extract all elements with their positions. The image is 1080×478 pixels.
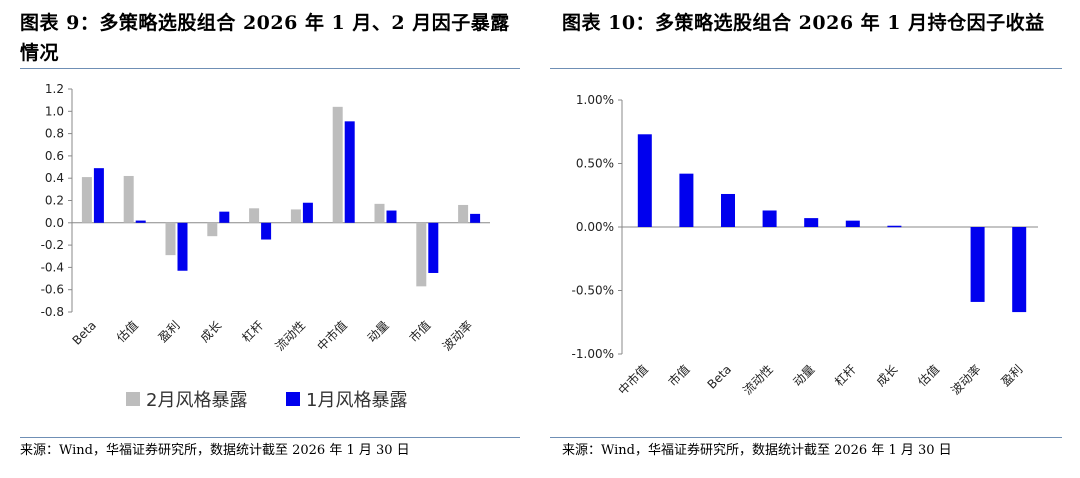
right-bar (679, 173, 694, 227)
left-bar-feb (249, 208, 260, 223)
left-legend-swatch (126, 392, 140, 406)
left-x-category-label: 盈利 (156, 318, 183, 345)
left-legend-label: 1月风格暴露 (306, 390, 407, 411)
left-bar-chart: 1.2 1.0 0.8 0.6 0.4 0.2 0.0 -0.2 -0.4 -0.6 -0.8 Bet… (41, 82, 490, 411)
right-source-rule (550, 437, 1062, 438)
left-bar-feb (416, 222, 427, 287)
right-x-category-label: 中市值 (615, 362, 651, 398)
right-x-category-label: 市值 (665, 362, 693, 390)
left-x-category-label: Beta (70, 318, 99, 347)
right-x-category-label: 动量 (790, 362, 817, 389)
left-y-tick-label: 0.6 (45, 149, 64, 163)
left-source-rule (20, 437, 520, 438)
left-bar-jan (135, 220, 146, 223)
right-bar (637, 134, 652, 227)
left-bar-jan (177, 222, 188, 271)
right-bar (1012, 227, 1027, 313)
left-legend-label: 2月风格暴露 (146, 390, 247, 411)
left-y-tick-label: -0.4 (41, 260, 64, 274)
left-y-tick-label: 1.0 (45, 104, 64, 118)
right-bar (845, 220, 860, 227)
left-y-tick-label: 0.2 (45, 194, 64, 208)
right-x-category-label: Beta (705, 362, 734, 391)
left-y-tick-label: -0.2 (41, 238, 64, 252)
left-x-category-label: 波动率 (439, 318, 475, 354)
right-bar (887, 225, 902, 228)
left-y-tick-label: 0.8 (45, 127, 64, 141)
left-legend-swatch (286, 392, 300, 406)
right-y-tick-label: 0.50% (576, 157, 614, 171)
right-bar (970, 227, 985, 302)
left-y-tick-label: -0.8 (41, 305, 64, 319)
right-x-category-label: 流动性 (740, 362, 775, 397)
right-y-tick-label: -1.00% (572, 347, 614, 361)
left-bar-feb (165, 222, 176, 256)
left-bar-jan (302, 202, 313, 223)
left-x-category-label: 流动性 (273, 318, 308, 353)
right-bar (721, 193, 735, 227)
left-bar-feb (458, 204, 469, 223)
left-bar-feb (81, 177, 92, 223)
right-x-category-label: 波动率 (948, 362, 984, 398)
right-x-category-label: 成长 (874, 362, 901, 389)
right-x-category-label: 盈利 (998, 362, 1025, 389)
right-y-tick-label: 1.00% (576, 93, 614, 107)
left-title-rule (20, 68, 520, 69)
left-bar-feb (374, 203, 385, 223)
left-bar-jan (93, 168, 104, 223)
right-bar (804, 218, 819, 227)
right-chart-panel: 图表 10：多策略选股组合 2026 年 1 月持仓因子收益 1.00% 0.50… (540, 0, 1080, 478)
left-x-category-label: 估值 (113, 318, 141, 346)
right-bar (762, 210, 777, 227)
right-y-tick-label: 0.00% (576, 220, 614, 234)
left-bar-feb (332, 106, 343, 223)
left-y-tick-label: 0.4 (45, 171, 64, 185)
left-bar-feb (290, 209, 301, 223)
left-y-tick-label: -0.6 (41, 283, 64, 297)
left-bar-jan (344, 121, 355, 223)
left-chart-panel: 图表 9：多策略选股组合 2026 年 1 月、2 月因子暴露情况 1.2 1.0… (20, 12, 520, 458)
right-bar-chart: 1.00% 0.50% 0.00% -0.50% -1.00%中市值 市值 Beta 流动性动… (572, 93, 1038, 398)
left-bar-jan (261, 222, 272, 240)
left-chart-title: 图表 9：多策略选股组合 2026 年 1 月、2 月因子暴露情况 (20, 12, 510, 64)
left-bar-feb (123, 175, 134, 223)
left-y-tick-label: 0.0 (45, 216, 64, 230)
right-x-category-label: 杠杆 (831, 362, 859, 390)
right-y-tick-label: -0.50% (572, 284, 614, 298)
left-bar-jan (470, 213, 481, 223)
left-x-category-label: 杠杆 (239, 318, 267, 346)
left-bar-jan (386, 210, 397, 223)
right-x-category-label: 估值 (915, 362, 943, 390)
left-x-category-label: 中市值 (314, 318, 350, 354)
left-bar-feb (207, 222, 218, 237)
left-chart-source: 来源：Wind，华福证券研究所，数据统计截至 2026 年 1 月 30 日 (20, 443, 410, 458)
right-title-rule (550, 68, 1062, 69)
left-x-category-label: 成长 (198, 318, 225, 345)
right-chart-title: 图表 10：多策略选股组合 2026 年 1 月持仓因子收益 (562, 12, 1045, 34)
left-x-category-label: 市值 (406, 318, 434, 346)
left-y-tick-label: 1.2 (45, 82, 64, 96)
left-bar-jan (428, 222, 439, 273)
left-bar-jan (219, 211, 230, 223)
left-x-category-label: 动量 (365, 318, 392, 345)
right-chart-source: 来源：Wind，华福证券研究所，数据统计截至 2026 年 1 月 30 日 (562, 443, 952, 458)
